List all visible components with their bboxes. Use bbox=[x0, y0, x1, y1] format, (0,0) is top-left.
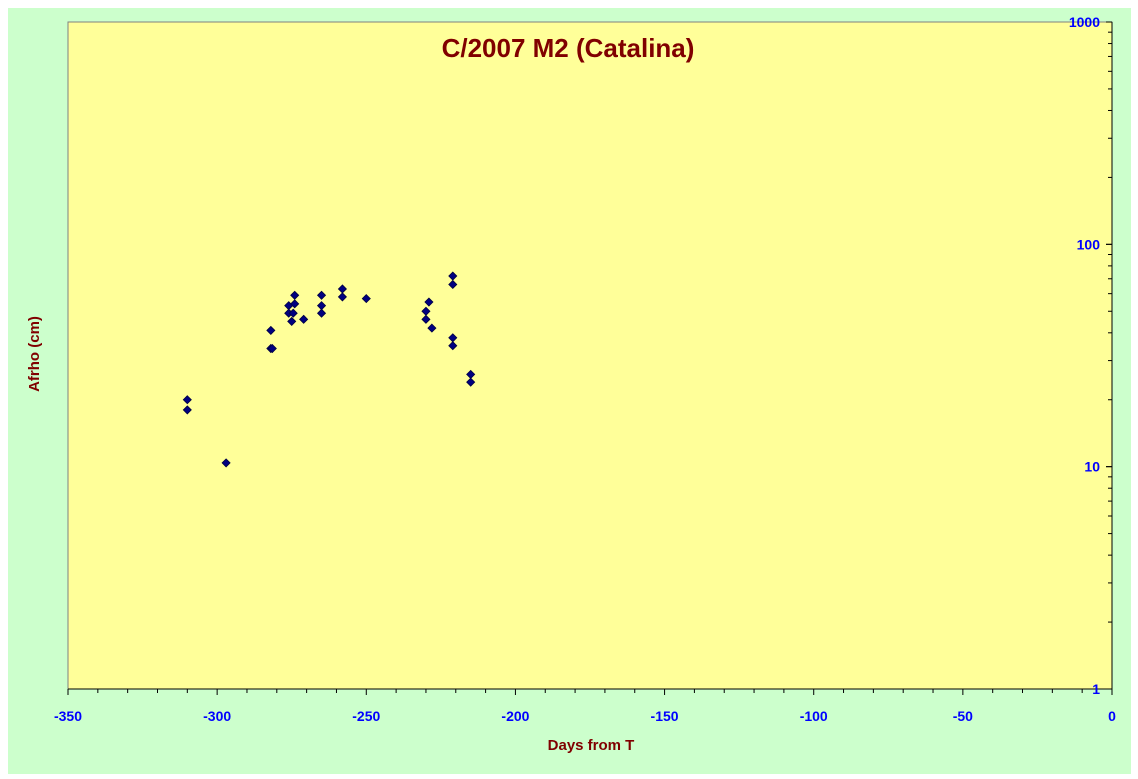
data-point bbox=[448, 341, 458, 351]
data-point bbox=[266, 325, 276, 335]
x-tick-label: -300 bbox=[203, 708, 231, 724]
data-point bbox=[287, 316, 297, 327]
x-tick-label: -50 bbox=[953, 708, 973, 724]
y-tick-label: 100 bbox=[1077, 236, 1101, 252]
y-tick-label: 1 bbox=[1092, 681, 1100, 697]
data-point bbox=[288, 308, 298, 318]
data-point bbox=[421, 314, 431, 324]
data-point bbox=[267, 343, 277, 354]
data-point bbox=[337, 292, 347, 302]
y-axis: 1 10 100 1000 bbox=[1069, 14, 1113, 697]
y-tick-label: 1000 bbox=[1069, 14, 1100, 30]
afrho-scatter-chart: -350 -300 -250 -200 -150 -100 -50 0 1101001000 … bbox=[26, 14, 1116, 754]
data-point bbox=[427, 323, 437, 333]
x-axis-label: Days from T bbox=[548, 737, 635, 754]
x-tick-label: -350 bbox=[54, 708, 82, 724]
x-tick-label: -100 bbox=[800, 708, 828, 724]
plot-area bbox=[67, 21, 1113, 690]
data-point bbox=[361, 294, 371, 304]
data-point bbox=[316, 308, 327, 318]
chart-background: -350 -300 -250 -200 -150 -100 -50 0 1 10 100 1000 … bbox=[8, 8, 1131, 774]
x-tick-label: -150 bbox=[651, 708, 679, 724]
chart-title: C/2007 M2 (Catalina) bbox=[442, 33, 695, 63]
data-point bbox=[316, 290, 327, 300]
x-tick-label: 0 bbox=[1108, 708, 1116, 724]
data-point bbox=[299, 314, 309, 324]
data-points bbox=[182, 271, 476, 468]
y-axis-label: Afrho (cm) bbox=[26, 316, 43, 392]
data-point bbox=[424, 297, 434, 307]
y-tick-label: 10 bbox=[1084, 459, 1100, 475]
data-point bbox=[221, 458, 231, 468]
data-point bbox=[466, 377, 476, 387]
data-point bbox=[182, 405, 192, 415]
x-tick-label: -200 bbox=[501, 708, 529, 724]
x-axis: -350 -300 -250 -200 -150 -100 -50 0 bbox=[54, 688, 1116, 724]
data-point bbox=[182, 395, 192, 405]
data-point bbox=[448, 279, 458, 290]
data-point bbox=[290, 299, 300, 309]
x-tick-label: -250 bbox=[352, 708, 380, 724]
